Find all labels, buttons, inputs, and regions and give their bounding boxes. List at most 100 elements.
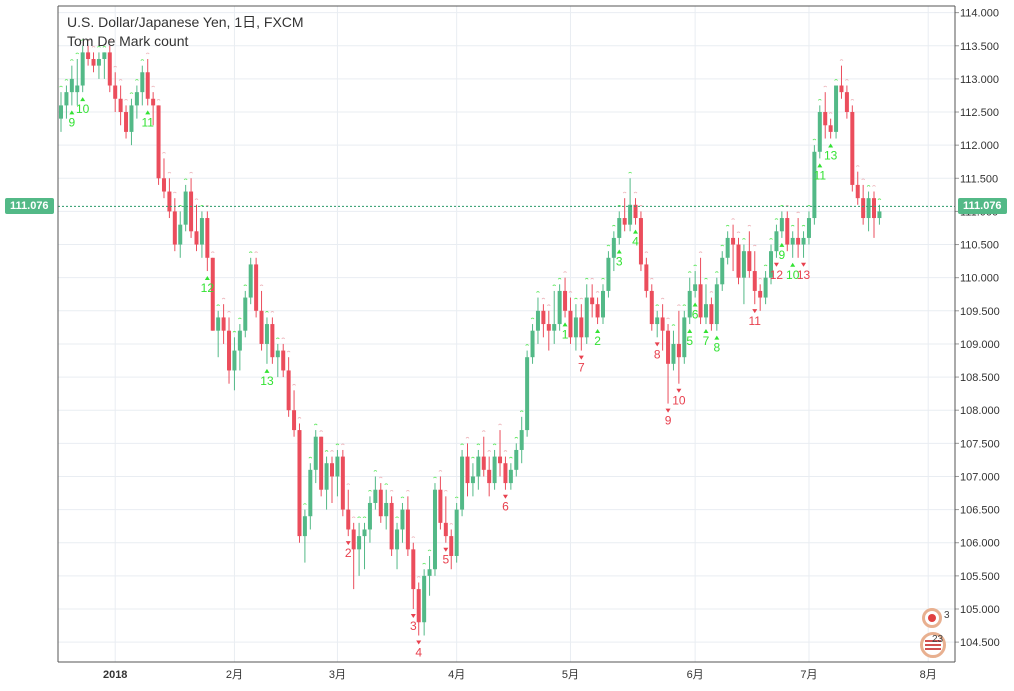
buy-arrow — [595, 329, 601, 334]
candle-body — [796, 237, 801, 245]
candle-body — [161, 178, 166, 192]
buy-count-label: 12 — [201, 281, 215, 295]
candle-body — [530, 330, 535, 358]
candle — [297, 423, 302, 543]
y-tick-label: 107.000 — [960, 471, 1000, 483]
candle — [801, 231, 806, 258]
setup-mark — [438, 470, 443, 472]
candle — [839, 65, 844, 99]
candle — [335, 449, 340, 497]
candle-body — [405, 509, 410, 550]
setup-mark — [351, 516, 356, 519]
candle — [714, 277, 719, 331]
sell-count-label: 3 — [410, 619, 417, 633]
setup-mark — [70, 59, 74, 61]
candle — [443, 496, 448, 543]
candle-body — [611, 237, 616, 258]
buy-arrow — [828, 143, 834, 148]
setup-mark — [151, 85, 155, 88]
setup-mark — [324, 450, 329, 452]
candle-body — [844, 92, 849, 113]
setup-mark — [492, 443, 497, 446]
buy-arrow — [145, 110, 151, 115]
setup-mark — [210, 251, 215, 254]
candle-body — [514, 449, 519, 470]
candle-body — [194, 231, 199, 245]
setup-mark — [140, 59, 145, 61]
y-tick-label: 113.000 — [960, 74, 999, 86]
last-price-tag-left: 111.076 — [5, 198, 54, 215]
candle-body — [367, 502, 372, 530]
setup-mark — [796, 211, 800, 214]
candle-body — [590, 297, 595, 305]
setup-mark — [671, 324, 676, 326]
setup-mark — [866, 185, 871, 187]
candle — [113, 72, 118, 113]
candle-body — [535, 310, 540, 331]
candle — [357, 522, 362, 576]
candle-body — [785, 218, 790, 245]
buy-count-label: 11 — [141, 115, 154, 129]
candle — [861, 184, 866, 225]
setup-mark — [877, 198, 882, 201]
candle-body — [432, 489, 437, 570]
candle-body — [216, 317, 221, 331]
candle-body — [151, 98, 156, 106]
y-tick-label: 114.000 — [960, 8, 999, 20]
candle — [118, 85, 123, 126]
y-axis[interactable]: 114.000 113.500 113.000 112.500 112.000 111.5… — [955, 8, 1000, 649]
candle-body — [855, 184, 860, 199]
red-dot-icon — [928, 614, 936, 622]
candle — [611, 231, 616, 272]
candle-body — [281, 350, 286, 371]
candle — [541, 304, 546, 338]
candle — [264, 317, 269, 364]
candle-body — [275, 350, 280, 358]
x-tick-label: 3月 — [329, 669, 346, 681]
candle — [96, 52, 101, 79]
us-flag-circle-icon[interactable] — [920, 632, 946, 658]
indicator-name[interactable]: Tom De Mark count — [67, 33, 189, 49]
x-axis[interactable]: 2018 2月 3月 4月 5月 6月 7月 8月 — [103, 669, 937, 681]
candle — [872, 191, 876, 238]
candle-body — [427, 569, 432, 576]
setup-mark — [503, 450, 508, 452]
candle — [644, 257, 649, 298]
setup-mark — [330, 450, 334, 452]
setup-mark — [546, 304, 551, 307]
setup-mark — [422, 562, 426, 565]
candle-body — [156, 105, 161, 179]
sell-count-label: 10 — [672, 394, 686, 408]
setup-mark — [91, 45, 96, 48]
candle — [736, 237, 741, 285]
y-tick-label: 106.000 — [960, 538, 1000, 550]
setup-mark — [579, 297, 584, 300]
candle — [790, 231, 795, 258]
candle — [416, 582, 421, 636]
setup-mark — [189, 171, 193, 174]
setup-mark — [64, 79, 69, 81]
setup-mark — [487, 450, 491, 452]
symbol-title[interactable]: U.S. Dollar/Japanese Yen, 1日, FXCM — [67, 14, 304, 30]
setup-mark — [232, 330, 237, 333]
candle-body — [313, 436, 318, 470]
candle — [476, 449, 481, 490]
chart-header: U.S. Dollar/Japanese Yen, 1日, FXCM Tom D… — [67, 13, 304, 51]
candle-body — [861, 198, 866, 219]
candle — [698, 257, 703, 325]
candle — [568, 297, 573, 344]
buy-arrow — [69, 110, 75, 115]
setup-mark — [563, 271, 567, 273]
y-tick-label: 107.500 — [960, 438, 1000, 450]
setup-mark — [704, 277, 708, 280]
candle-body — [638, 218, 643, 265]
setup-mark — [660, 297, 665, 300]
setup-mark — [313, 423, 318, 426]
candle — [178, 211, 183, 258]
candle-body — [487, 469, 492, 484]
candle — [237, 324, 242, 371]
buy-arrow — [687, 329, 693, 334]
candle — [151, 92, 156, 126]
events-widget[interactable]: 3 23 — [918, 606, 954, 662]
